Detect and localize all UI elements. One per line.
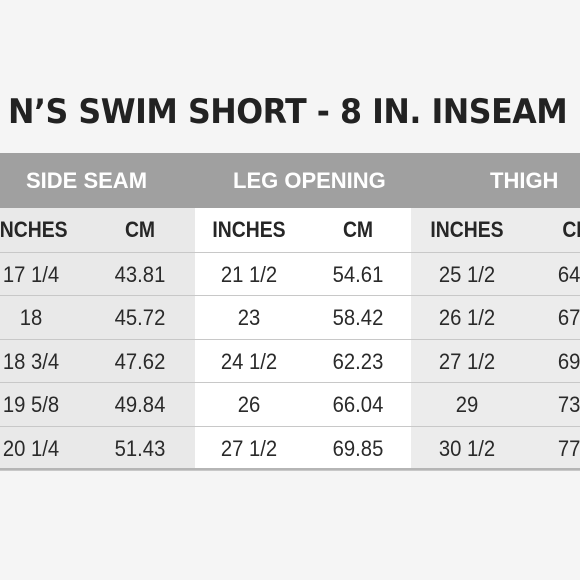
table-cell: 26 1/2 [438, 305, 496, 330]
group-header-leg-opening: LEG OPENING [233, 168, 386, 193]
table-cell: 21 1/2 [220, 262, 278, 287]
table-cell: 62.23 [332, 349, 384, 374]
title-text: N’S SWIM SHORT - 8 IN. INSEAM [8, 92, 568, 132]
row-divider [0, 252, 580, 253]
table-cell: 23 [237, 305, 261, 330]
table-cell: 27 1/2 [220, 436, 278, 461]
column-header: CM [342, 217, 374, 242]
table-bottom-border [0, 468, 580, 470]
table-cell: 54.61 [332, 262, 384, 287]
table-cell: 45.72 [114, 305, 166, 330]
column-header: CM [124, 217, 156, 242]
table-cell: 20 1/4 [2, 436, 60, 461]
row-divider [0, 470, 580, 471]
table-cell: 58.42 [332, 305, 384, 330]
row-divider [0, 382, 580, 383]
table-cell: 51.43 [114, 436, 166, 461]
table-cell: 19 5/8 [2, 392, 60, 417]
group-header-thigh: THIGH [490, 168, 559, 193]
group-header-side-seam: SIDE SEAM [26, 168, 148, 193]
row-divider [0, 339, 580, 340]
table-cell: 69. [557, 349, 580, 374]
table-cell: 18 3/4 [2, 349, 60, 374]
table-cell: 66.04 [332, 392, 384, 417]
table-cell: 43.81 [114, 262, 166, 287]
table-cell: 25 1/2 [438, 262, 496, 287]
row-divider [0, 295, 580, 296]
side-seam-group-bg [0, 208, 195, 469]
group-header-band [0, 153, 580, 208]
table-cell: 18 [19, 305, 43, 330]
table-cell: 69.85 [332, 436, 384, 461]
table-cell: 29 [455, 392, 479, 417]
table-cell: 49.84 [114, 392, 166, 417]
table-cell: 73. [557, 392, 580, 417]
column-header: INCHES [212, 217, 286, 242]
table-cell: 64. [557, 262, 580, 287]
table-cell: 17 1/4 [2, 262, 60, 287]
table-cell: 30 1/2 [438, 436, 496, 461]
table-cell: 47.62 [114, 349, 166, 374]
thigh-group-bg [411, 208, 580, 469]
row-divider [0, 426, 580, 427]
table-cell: 24 1/2 [220, 349, 278, 374]
table-cell: 27 1/2 [438, 349, 496, 374]
column-header: CI [562, 217, 580, 242]
chart-title: N’S SWIM SHORT - 8 IN. INSEAM [0, 92, 580, 138]
column-header: INCHES [430, 217, 504, 242]
table-cell: 26 [237, 392, 261, 417]
table-cell: 67. [557, 305, 580, 330]
column-header: INCHES [0, 217, 68, 242]
leg-opening-group-bg [195, 208, 411, 469]
table-cell: 77. [557, 436, 580, 461]
